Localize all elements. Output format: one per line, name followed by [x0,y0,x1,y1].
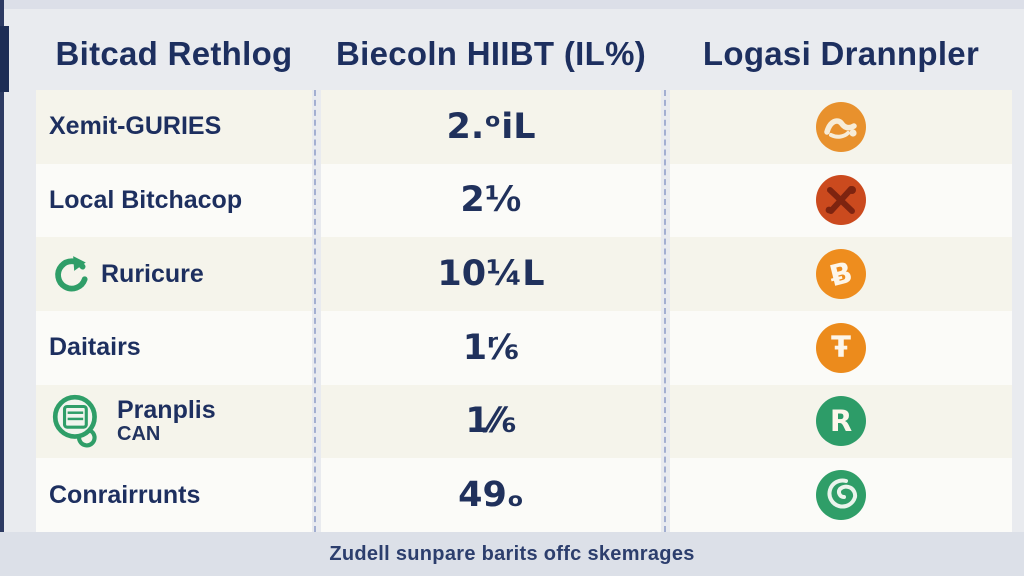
name-column: Xemit-GURIES Local Bitchacop Ruricure Da… [36,90,312,532]
row-value: 1⁄⁄₆ [321,384,661,459]
row-name-label: Daitairs [49,333,141,362]
bitcoin-icon: Ƀ [816,249,866,300]
column-header-icons: Logasi Drannpler [702,35,980,72]
column-header-values: Biecoln HIIBT (IL%) [335,35,647,72]
bitcoin-glyph: Ƀ [826,254,856,293]
row-name-label: Local Bitchacop [49,185,243,214]
table-row-name: Daitairs [36,310,312,385]
handshake-icon [816,101,866,152]
table-row-name: Pranplis CAN [36,384,312,459]
row-name-label: Xemit-GURIES [49,112,222,141]
row-value: 49ₒ [321,458,661,532]
row-name-stack: Pranplis CAN [117,397,216,446]
table-row-icon [670,163,1012,238]
person-glyph: R [829,403,853,438]
table-row-icon [670,90,1012,164]
row-name-label: Pranplis [117,396,216,425]
row-name-label: Ruricure [101,259,204,288]
row-value: 1ʳ⁄₆ [321,310,661,385]
row-subname-label: CAN [117,423,161,446]
row-value: 10¼L [321,237,661,311]
table-row-icon: Ŧ [670,310,1012,385]
tether-icon: Ŧ [816,322,866,373]
caption-text: Zudell sunpare barits offc skemrages [329,542,695,565]
column-divider-dashed [664,90,666,532]
table-row-icon [670,458,1012,532]
magnifier-document-icon [49,392,107,450]
tether-glyph: Ŧ [831,330,851,365]
table-row-icon: R [670,384,1012,459]
value-column: 2.ᵒiL 2⅟₀ 10¼L 1ʳ⁄₆ 1⁄⁄₆ 49ₒ [321,90,661,532]
left-edge-bar [0,0,4,576]
caption-bar: Zudell sunpare barits offc skemrages [0,532,1024,576]
column-divider-dashed [314,90,316,532]
column-header-names: Bitcad Rethlog [55,35,293,72]
table-row-name: Conrairrunts [36,458,312,532]
person-icon: R [816,396,866,447]
table-row-icon: Ƀ [670,237,1012,311]
row-value: 2⅟₀ [321,163,661,238]
table-row-name: Xemit-GURIES [36,90,312,164]
globe-swirl-icon [816,470,866,521]
row-value: 2.ᵒiL [321,90,661,164]
row-name-label: Conrairrunts [49,480,201,509]
top-edge-strip [0,0,1024,9]
icon-column: Ƀ Ŧ R [670,90,1012,532]
crossed-tools-icon [816,175,866,226]
recycle-icon [49,253,91,295]
table-row-name: Ruricure [36,237,312,311]
table-row-name: Local Bitchacop [36,163,312,238]
top-left-accent [0,26,9,92]
